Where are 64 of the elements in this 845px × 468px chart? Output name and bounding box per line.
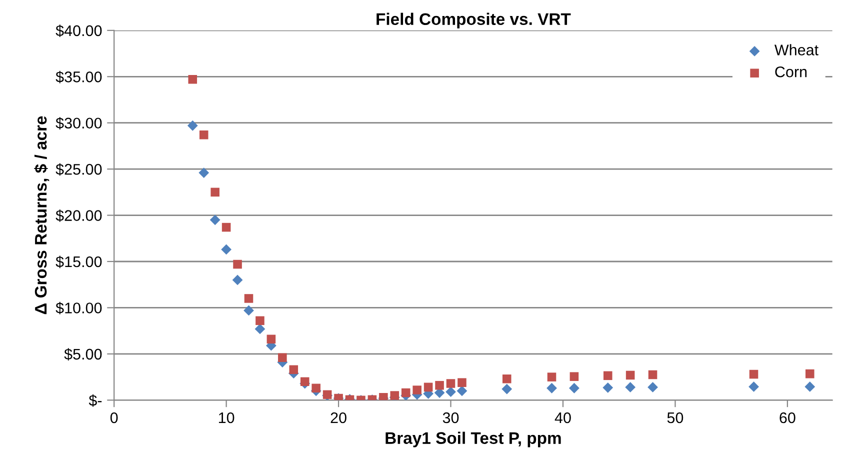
point	[502, 374, 512, 384]
x-tick-label: 30	[442, 412, 459, 424]
point	[256, 316, 264, 326]
point	[602, 382, 614, 393]
x-tick-label: 50	[667, 412, 684, 424]
point	[446, 379, 456, 388]
point	[187, 120, 198, 131]
point	[266, 334, 276, 344]
point	[188, 75, 198, 84]
point	[199, 130, 208, 140]
point	[547, 372, 556, 382]
point	[546, 382, 557, 394]
point	[456, 386, 468, 396]
point	[312, 384, 320, 393]
point	[435, 380, 444, 390]
point	[278, 353, 287, 362]
x-tick-label: 20	[330, 412, 346, 424]
point	[804, 382, 816, 392]
point	[254, 324, 266, 334]
x-tick-label: 40	[554, 412, 571, 424]
point	[210, 188, 220, 197]
point	[198, 168, 210, 178]
y-tick-label: $5.00	[64, 348, 102, 361]
point	[401, 388, 410, 398]
x-tick-label: 0	[110, 412, 118, 424]
y-tick-label: $15.00	[56, 256, 102, 268]
point	[458, 378, 466, 387]
point	[300, 377, 310, 386]
x-axis-title: Bray1 Soil Test P, ppm	[386, 432, 561, 448]
point	[570, 372, 579, 381]
point	[648, 382, 658, 392]
y-tick-label: $35.00	[56, 70, 102, 84]
point	[233, 260, 242, 269]
point	[446, 386, 456, 398]
chart-title: Field Composite vs. VRT	[376, 12, 571, 28]
y-tick-label: $10.00	[56, 302, 102, 314]
point	[289, 365, 298, 374]
point	[232, 274, 243, 286]
x-tick-label: 60	[780, 412, 796, 424]
legend-label: Wheat	[774, 44, 818, 56]
x-tick-label: 10	[218, 412, 234, 424]
y-tick-label: $-	[88, 394, 102, 407]
point	[502, 384, 512, 394]
legend-label: Corn	[775, 66, 807, 78]
y-tick-label: $20.00	[56, 210, 102, 222]
point	[749, 370, 758, 379]
point	[626, 370, 635, 380]
y-tick-label: $30.00	[56, 117, 102, 130]
point	[210, 214, 220, 226]
point	[222, 222, 231, 232]
point	[221, 244, 232, 255]
y-tick-label: $25.00	[56, 163, 102, 176]
point	[244, 294, 254, 303]
point	[424, 382, 433, 392]
point	[648, 370, 658, 380]
point	[603, 371, 612, 380]
point	[244, 305, 254, 316]
point	[569, 382, 580, 394]
point	[625, 382, 636, 392]
point	[748, 382, 759, 392]
y-axis-title: Δ Gross Returns, $ / acre	[34, 116, 50, 314]
point	[412, 386, 422, 394]
y-tick-label: $40.00	[56, 24, 102, 38]
point	[805, 369, 814, 378]
